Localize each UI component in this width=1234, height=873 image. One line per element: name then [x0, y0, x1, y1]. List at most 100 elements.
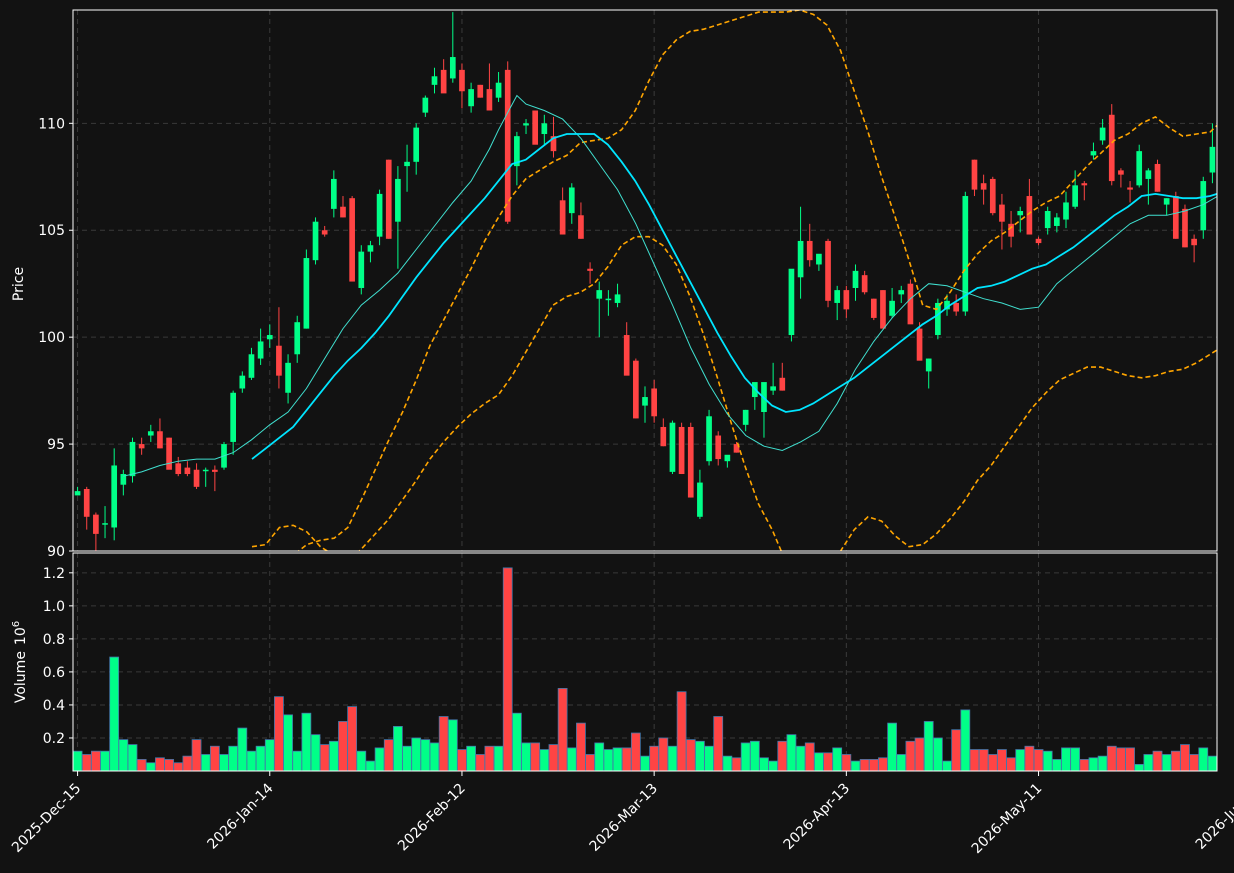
candle-body: [367, 245, 374, 252]
candle-body: [440, 69, 447, 94]
volume-tick-label: 0.6: [43, 665, 65, 681]
candle-body: [74, 491, 81, 496]
volume-bar: [914, 737, 925, 771]
candle-body: [724, 454, 731, 462]
candle-body: [257, 341, 264, 359]
volume-bar: [402, 745, 412, 771]
candle-body: [989, 178, 996, 214]
volume-bar: [338, 721, 348, 771]
candle-body: [925, 358, 932, 372]
volume-bar: [649, 745, 660, 771]
volume-bar: [658, 737, 669, 771]
candle-body: [980, 183, 987, 190]
volume-bar: [630, 732, 641, 771]
volume-bar: [1088, 757, 1099, 771]
volume-bar: [328, 740, 339, 771]
volume-bar: [942, 760, 952, 771]
volume-bar: [1125, 747, 1135, 771]
volume-bar: [264, 739, 275, 771]
volume-axis-label-exponent: 6: [11, 621, 22, 627]
candle-body: [559, 200, 566, 235]
x-tick-label: 2026-May-11: [969, 781, 1046, 858]
slow-moving-average-line: [251, 133, 1217, 460]
x-axis: 2025-Dec-15 2026-Jan-14 2026-Feb-12 2026-Ma…: [9, 771, 1234, 857]
volume-bar: [493, 745, 504, 771]
candle-body: [568, 187, 575, 214]
price-panel-frame: [72, 9, 1218, 552]
x-tick-label: 2026-Jun-09: [1193, 781, 1234, 853]
candle-body: [816, 253, 822, 265]
candle-body: [477, 84, 484, 98]
volume-bar: [420, 739, 431, 771]
volume-bar: [1033, 749, 1044, 771]
candle-body: [697, 482, 703, 517]
volume-bar: [978, 749, 989, 771]
volume-bar: [109, 656, 120, 771]
candle-body: [413, 127, 420, 162]
volume-bar: [603, 749, 614, 771]
candle-body: [468, 89, 474, 107]
candle-body: [614, 294, 621, 303]
volume-bar: [566, 747, 577, 771]
candle-body: [870, 298, 877, 318]
volume-bar: [759, 757, 769, 771]
candle-body: [276, 345, 282, 376]
candle-body: [1035, 238, 1042, 244]
volume-tick-label: 0.4: [43, 698, 65, 714]
candle-body: [806, 240, 813, 261]
volume-bar: [786, 734, 797, 771]
volume-bar: [237, 727, 248, 771]
candle-body: [1026, 196, 1033, 235]
candle-body: [742, 409, 749, 425]
volume-bar: [1116, 747, 1126, 771]
candle-body: [770, 386, 776, 391]
candle-body: [1108, 114, 1115, 182]
volume-bar: [475, 754, 486, 771]
volume-bar: [1134, 763, 1145, 771]
volume-bar: [548, 744, 559, 771]
volume-bar: [347, 706, 358, 771]
volume-bar: [530, 742, 541, 771]
candle-body: [504, 69, 511, 222]
volume-bar: [429, 742, 440, 771]
volume-bar: [246, 750, 257, 771]
volume-bar: [1070, 747, 1081, 771]
candle-body: [834, 290, 841, 303]
volume-bar: [777, 740, 788, 771]
volume-bar: [878, 757, 888, 771]
candle-body: [861, 275, 868, 293]
volume-bar: [73, 750, 83, 771]
volume-bar: [457, 749, 467, 771]
candle-body: [486, 89, 493, 111]
volume-bar: [576, 722, 586, 771]
price-panel: 90 95 100 105 110: [38, 9, 1218, 560]
volume-bar: [319, 744, 330, 771]
candle-body: [971, 159, 978, 190]
volume-bar: [969, 749, 980, 771]
volume-bar: [1106, 745, 1117, 771]
price-tick-label: 100: [38, 330, 65, 346]
volume-bar: [383, 739, 394, 771]
price-tick-label: 105: [38, 223, 65, 239]
volume-tick-label: 0.8: [43, 632, 65, 648]
candle-body: [779, 377, 786, 391]
candle-body: [788, 268, 795, 336]
candle-body: [330, 178, 337, 209]
candle-body: [404, 161, 410, 167]
volume-bar: [81, 754, 92, 771]
volume-bar: [173, 762, 184, 771]
candle-body: [431, 76, 438, 85]
candle-body: [1172, 196, 1179, 239]
candle-body: [514, 136, 520, 167]
volume-bar: [127, 744, 138, 771]
volume-bar: [1097, 755, 1108, 771]
candle-body: [578, 215, 584, 239]
candle-body: [541, 123, 548, 135]
volume-bar: [768, 760, 779, 771]
candle-body: [184, 467, 191, 475]
volume-bar: [841, 754, 852, 771]
volume-bar: [292, 750, 303, 771]
volume-bar: [731, 757, 742, 771]
candle-body: [669, 422, 676, 472]
volume-panel-frame: [72, 552, 1218, 772]
